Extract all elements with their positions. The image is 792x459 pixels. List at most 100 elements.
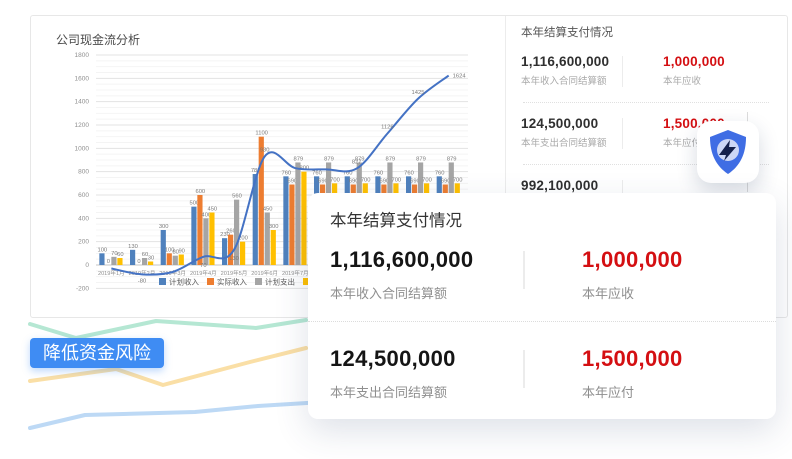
svg-text:600: 600	[78, 192, 89, 199]
svg-text:690: 690	[287, 179, 297, 185]
payable-label: 本年应付	[663, 138, 702, 149]
svg-text:2019年2月: 2019年2月	[129, 269, 156, 277]
expense-settlement-value: 124,500,000	[521, 116, 599, 131]
popup-income-settlement-label: 本年收入合同结算额	[330, 286, 448, 301]
summary-cell: 1,000,000 本年应收	[649, 54, 725, 87]
income-settlement-label: 本年收入合同结算额	[521, 76, 607, 87]
svg-text:-80: -80	[138, 278, 146, 284]
svg-text:690: 690	[441, 179, 451, 185]
svg-text:760: 760	[312, 170, 322, 176]
svg-text:450: 450	[207, 207, 217, 213]
svg-text:200: 200	[238, 236, 248, 242]
svg-text:0: 0	[107, 259, 110, 265]
svg-text:700: 700	[422, 177, 432, 183]
svg-text:690: 690	[349, 179, 359, 185]
svg-text:879: 879	[416, 156, 426, 162]
popup-receivable-value: 1,000,000	[582, 247, 683, 272]
row-divider	[523, 102, 769, 103]
popup-row-divider	[308, 321, 776, 322]
chart-title: 公司现金流分析	[56, 33, 141, 47]
popup-cell: 1,000,000 本年应收	[582, 247, 776, 311]
svg-text:827: 827	[352, 160, 362, 166]
svg-text:1000: 1000	[75, 145, 90, 152]
svg-text:700: 700	[361, 177, 371, 183]
svg-text:690: 690	[379, 179, 389, 185]
svg-text:450: 450	[263, 207, 273, 213]
svg-text:760: 760	[404, 170, 414, 176]
svg-text:400: 400	[201, 212, 211, 218]
svg-text:690: 690	[318, 179, 328, 185]
svg-text:2019年1月: 2019年1月	[98, 269, 125, 277]
svg-text:2019年6月: 2019年6月	[251, 269, 278, 277]
popup-cell: 1,116,600,000 本年收入合同结算额	[330, 247, 582, 311]
svg-text:800: 800	[78, 169, 89, 176]
popup-receivable-label: 本年应收	[582, 286, 635, 301]
svg-text:879: 879	[447, 156, 457, 162]
popup-cell: 124,500,000 本年支出合同结算额	[330, 346, 582, 410]
svg-text:1624: 1624	[453, 74, 467, 80]
svg-text:780: 780	[251, 168, 261, 174]
svg-text:计划支出: 计划支出	[265, 277, 295, 287]
column-divider	[523, 350, 525, 388]
popup-income-settlement-value: 1,116,600,000	[330, 247, 474, 272]
svg-text:879: 879	[293, 156, 303, 162]
svg-text:300: 300	[159, 224, 169, 230]
svg-text:60: 60	[142, 252, 148, 258]
svg-text:1600: 1600	[75, 75, 90, 82]
svg-text:100: 100	[97, 247, 107, 253]
summary-row-income: 1,116,600,000 本年收入合同结算额 1,000,000 本年应收	[521, 48, 771, 95]
popup-payable-label: 本年应付	[582, 385, 635, 400]
summary-cell: 124,500,000 本年支出合同结算额	[521, 116, 649, 149]
balance-value: 992,100,000	[521, 178, 599, 193]
expense-settlement-label: 本年支出合同结算额	[521, 138, 607, 149]
svg-text:2019年4月: 2019年4月	[190, 269, 217, 277]
svg-text:100: 100	[165, 247, 175, 253]
svg-text:计划收入: 计划收入	[169, 277, 199, 287]
svg-text:700: 700	[391, 177, 401, 183]
svg-text:2019年7月: 2019年7月	[282, 269, 309, 277]
svg-text:879: 879	[385, 156, 395, 162]
svg-text:30: 30	[148, 256, 154, 262]
svg-text:400: 400	[78, 215, 89, 222]
row-divider	[523, 164, 769, 165]
svg-text:90: 90	[178, 249, 184, 255]
svg-text:0: 0	[85, 262, 89, 269]
svg-text:-200: -200	[76, 285, 89, 292]
svg-text:230: 230	[220, 232, 230, 238]
popup-row-income: 1,116,600,000 本年收入合同结算额 1,000,000 本年应收	[330, 247, 776, 311]
svg-text:80: 80	[172, 250, 178, 256]
svg-text:700: 700	[453, 177, 463, 183]
svg-text:2019年5月: 2019年5月	[221, 269, 248, 277]
svg-text:0: 0	[137, 259, 140, 265]
svg-text:200: 200	[78, 239, 89, 246]
column-divider	[523, 251, 525, 289]
svg-text:130: 130	[229, 256, 239, 262]
settlement-popup-card: 本年结算支付情况 1,116,600,000 本年收入合同结算额 1,000,0…	[308, 193, 776, 419]
popup-expense-settlement-label: 本年支出合同结算额	[330, 385, 448, 400]
income-settlement-value: 1,116,600,000	[521, 54, 610, 69]
svg-text:1126: 1126	[381, 125, 393, 131]
svg-text:930: 930	[260, 148, 270, 154]
svg-text:879: 879	[324, 156, 334, 162]
risk-badge[interactable]: 降低资金风险	[30, 338, 164, 368]
receivable-value: 1,000,000	[663, 54, 725, 69]
svg-text:70: 70	[200, 263, 206, 269]
popup-expense-settlement-value: 124,500,000	[330, 346, 456, 371]
svg-text:760: 760	[281, 170, 291, 176]
svg-text:实际收入: 实际收入	[217, 277, 247, 287]
svg-text:690: 690	[410, 179, 420, 185]
svg-text:130: 130	[128, 244, 138, 250]
svg-text:600: 600	[195, 189, 205, 195]
svg-text:560: 560	[232, 194, 242, 200]
summary-cell: 1,116,600,000 本年收入合同结算额	[521, 54, 649, 87]
svg-text:300: 300	[269, 224, 279, 230]
svg-text:1425: 1425	[412, 90, 425, 96]
svg-text:1400: 1400	[75, 99, 90, 106]
security-feature-card	[697, 121, 759, 183]
svg-text:700: 700	[330, 177, 340, 183]
dashboard-card: -200 0 200 400 600 800 1000 1200 1400 1600 1800 201…	[30, 15, 788, 318]
shield-lightning-icon	[710, 130, 746, 174]
receivable-label: 本年应收	[663, 76, 702, 87]
popup-payable-value: 1,500,000	[582, 346, 683, 371]
svg-text:70: 70	[111, 251, 117, 257]
